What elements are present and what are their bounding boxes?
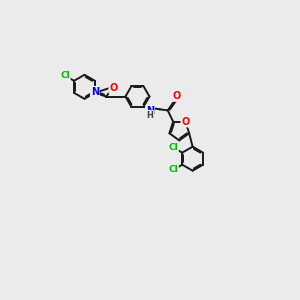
Text: Cl: Cl [60, 71, 70, 80]
Text: N: N [146, 106, 154, 116]
Text: O: O [172, 91, 180, 101]
Text: H: H [146, 111, 153, 120]
Text: Cl: Cl [168, 143, 178, 152]
Text: O: O [181, 117, 190, 127]
Text: Cl: Cl [168, 165, 178, 174]
Text: N: N [91, 87, 99, 97]
Text: O: O [109, 83, 118, 93]
